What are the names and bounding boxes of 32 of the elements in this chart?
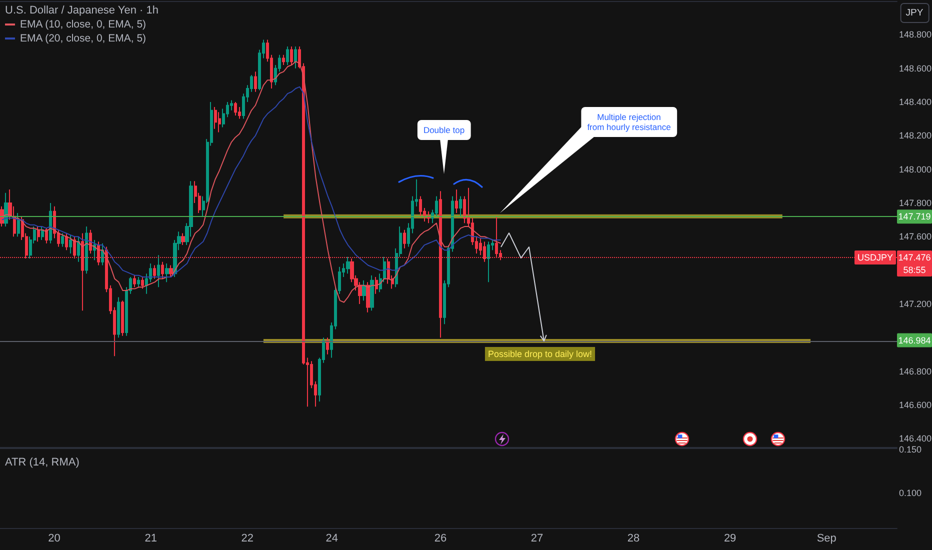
annotation: Possible drop to daily low! <box>488 348 592 359</box>
annotation: Double top <box>423 125 465 135</box>
y-tick-label: 146.600 <box>899 400 932 410</box>
y-tick-label: 148.200 <box>899 130 932 141</box>
x-tick-label: 21 <box>144 532 157 544</box>
y-tick-label: 147.800 <box>899 198 932 208</box>
x-tick-label: 26 <box>434 532 447 544</box>
y-tick-label: 146.400 <box>899 434 932 444</box>
x-tick-label: 24 <box>326 532 338 544</box>
y-tick-label: 0.100 <box>899 488 922 498</box>
y-tick-label: 148.400 <box>899 96 932 107</box>
y-tick-label: 148.000 <box>899 164 932 174</box>
y-tick-label: 148.800 <box>899 30 932 40</box>
annotation: Multiple rejection from hourly resistance <box>587 112 672 132</box>
ref-line-label: USDJPY <box>857 252 893 262</box>
x-tick-label: Sep <box>816 532 836 544</box>
y-tick-label: 146.800 <box>899 366 932 376</box>
x-tick-label: 29 <box>724 532 736 544</box>
x-tick-label: 27 <box>530 532 544 544</box>
y-tick-label: 148.600 <box>899 63 932 74</box>
legend-label: EMA (20, close, 0, EMA, 5) <box>20 32 146 44</box>
x-tick-label: 20 <box>48 532 60 544</box>
chart-title: U.S. Dollar / Japanese Yen · 1h <box>5 4 158 16</box>
y-tick-label: 0.150 <box>899 444 922 455</box>
y-axis-title: JPY <box>906 8 924 18</box>
text: ATR (14, RMA) <box>5 456 80 468</box>
y-tick-label: 147.600 <box>899 232 932 242</box>
legend-label: EMA (10, close, 0, EMA, 5) <box>20 18 146 30</box>
x-tick-label: 28 <box>627 532 640 544</box>
y-tick-label: 147.200 <box>899 298 932 309</box>
x-tick-label: 22 <box>241 532 254 544</box>
text: 58:55 <box>903 264 926 275</box>
